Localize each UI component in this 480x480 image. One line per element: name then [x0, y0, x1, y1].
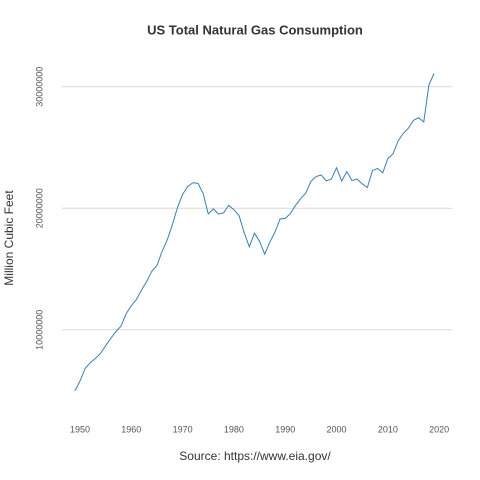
x-tick-label: 1970 — [173, 424, 193, 434]
y-tick-label: 30000000 — [34, 67, 44, 107]
x-tick-label: 1960 — [121, 424, 141, 434]
x-tick-label: 2010 — [378, 424, 398, 434]
x-tick-label: 2020 — [429, 424, 449, 434]
x-axis-label: Source: https://www.eia.gov/ — [179, 449, 331, 463]
chart-title: US Total Natural Gas Consumption — [147, 22, 363, 37]
y-tick-label: 20000000 — [34, 188, 44, 228]
x-tick-label: 1990 — [275, 424, 295, 434]
x-tick-label: 1980 — [224, 424, 244, 434]
y-axis-label: Million Cubic Feet — [2, 190, 16, 286]
x-tick-label: 1950 — [70, 424, 90, 434]
data-line — [74, 73, 435, 392]
y-tick-label: 10000000 — [34, 310, 44, 350]
x-tick-label: 2000 — [327, 424, 347, 434]
